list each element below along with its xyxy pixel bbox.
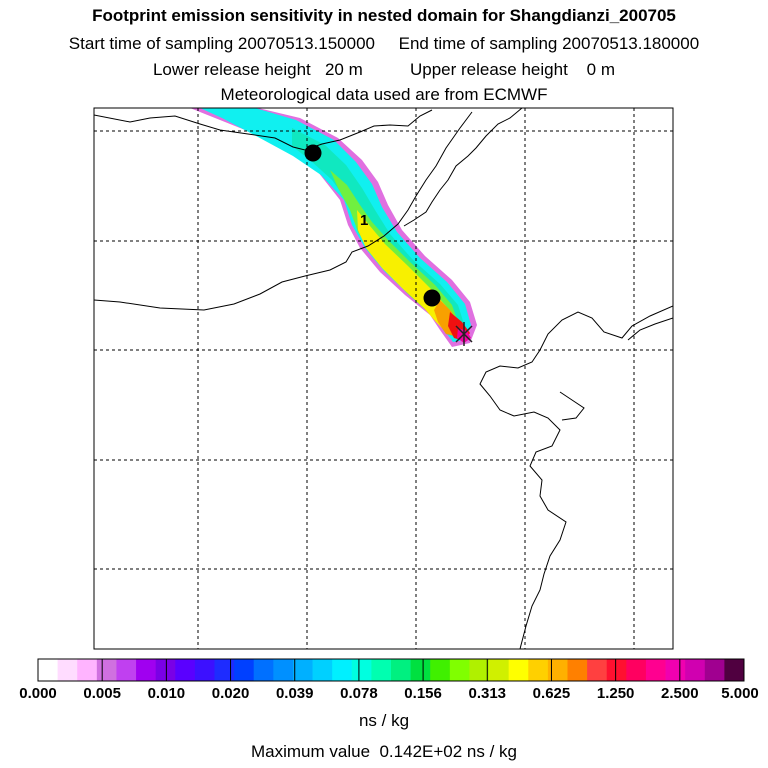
coastline-inlet [559,391,585,421]
colorbar-frame [37,658,745,682]
colorbar-units: ns / kg [358,711,410,730]
colorbar-segment [332,659,353,681]
colorbar-segment [96,659,117,681]
colorbar-tick-label: 2.500 [661,685,699,702]
colorbar-segment [626,659,647,681]
colorbar-segment [273,659,294,681]
colorbar-tick-label: 0.010 [147,685,186,702]
colorbar-segment [155,659,176,681]
colorbar [37,659,745,681]
colorbar-segment [449,659,470,681]
colorbar-segment [312,659,333,681]
meteorological-data-line: Meteorological data used are from ECMWF [220,85,548,104]
receptor-marker [455,322,473,346]
colorbar-tick-label: 0.020 [211,685,250,702]
colorbar-segment [194,659,215,681]
colorbar-segment [57,659,78,681]
maximum-value: Maximum value 0.142E+02 ns / kg [251,742,517,761]
colorbar-segment [175,659,196,681]
trajectory-point-1 [304,144,322,162]
colorbar-tick-label: 0.000 [19,685,57,702]
colorbar-segment [234,659,255,681]
coastline-east [627,317,673,341]
colorbar-tick-label: 0.078 [340,685,378,702]
colorbar-tick-label: 0.625 [532,685,571,702]
colorbar-segment [528,659,549,681]
coastline-peninsula [403,108,523,227]
colorbar-segment [508,659,529,681]
colorbar-segment [704,659,725,681]
contour-label: 1 [360,212,368,229]
plot-title: Footprint emission sensitivity in nested… [92,6,676,25]
colorbar-segment [116,659,137,681]
colorbar-tick-label: 1.250 [596,685,635,702]
colorbar-segment [489,659,510,681]
colorbar-segment [430,659,451,681]
release-height-line: Lower release height 20 m Upper release … [152,60,616,79]
map-frame [93,107,674,650]
colorbar-tick-label: 0.313 [468,685,507,702]
colorbar-segment [645,659,666,681]
colorbar-segment [351,659,372,681]
colorbar-segment [547,659,568,681]
colorbar-tick-label: 0.039 [275,685,314,702]
colorbar-segment [606,659,627,681]
colorbar-tick-label: 5.000 [721,685,759,702]
trajectory-point-2 [423,289,441,307]
colorbar-tick-label: 0.156 [404,685,442,702]
colorbar-segment [253,659,274,681]
colorbar-segment [587,659,608,681]
colorbar-segment [410,659,431,681]
colorbar-segment [391,659,412,681]
colorbar-segment [724,659,745,681]
coastline-bay [94,111,473,311]
colorbar-segment [665,659,686,681]
sampling-time-line: Start time of sampling 20070513.150000 E… [68,34,700,53]
colorbar-segment [469,659,490,681]
coastline-north [94,109,433,151]
colorbar-segment [136,659,157,681]
colorbar-segment [292,659,313,681]
colorbar-segment [214,659,235,681]
colorbar-segment [77,659,98,681]
colorbar-segment [567,659,588,681]
colorbar-tick-label: 0.005 [83,685,121,702]
colorbar-segment [38,659,59,681]
coastline-korea [479,305,673,649]
colorbar-segment [685,659,706,681]
colorbar-segment [371,659,392,681]
